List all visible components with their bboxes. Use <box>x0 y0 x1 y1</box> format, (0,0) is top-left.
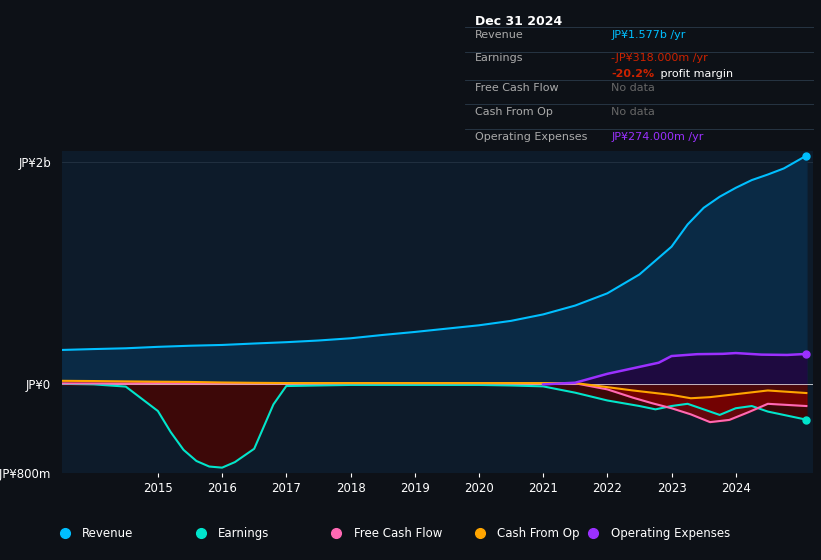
Text: -20.2%: -20.2% <box>611 69 654 80</box>
Text: Earnings: Earnings <box>218 527 269 540</box>
Text: Operating Expenses: Operating Expenses <box>611 527 730 540</box>
Text: Operating Expenses: Operating Expenses <box>475 132 588 142</box>
Text: Earnings: Earnings <box>475 53 524 63</box>
Text: -JP¥318.000m /yr: -JP¥318.000m /yr <box>611 53 708 63</box>
Text: Revenue: Revenue <box>82 527 133 540</box>
Text: No data: No data <box>611 107 655 117</box>
Text: Dec 31 2024: Dec 31 2024 <box>475 15 562 27</box>
Text: JP¥274.000m /yr: JP¥274.000m /yr <box>611 132 704 142</box>
Text: Free Cash Flow: Free Cash Flow <box>354 527 443 540</box>
Text: JP¥1.577b /yr: JP¥1.577b /yr <box>611 30 686 40</box>
Text: Revenue: Revenue <box>475 30 524 40</box>
Text: Cash From Op: Cash From Op <box>475 107 553 117</box>
Text: No data: No data <box>611 82 655 92</box>
Text: profit margin: profit margin <box>657 69 732 80</box>
Text: Cash From Op: Cash From Op <box>498 527 580 540</box>
Text: Free Cash Flow: Free Cash Flow <box>475 82 559 92</box>
